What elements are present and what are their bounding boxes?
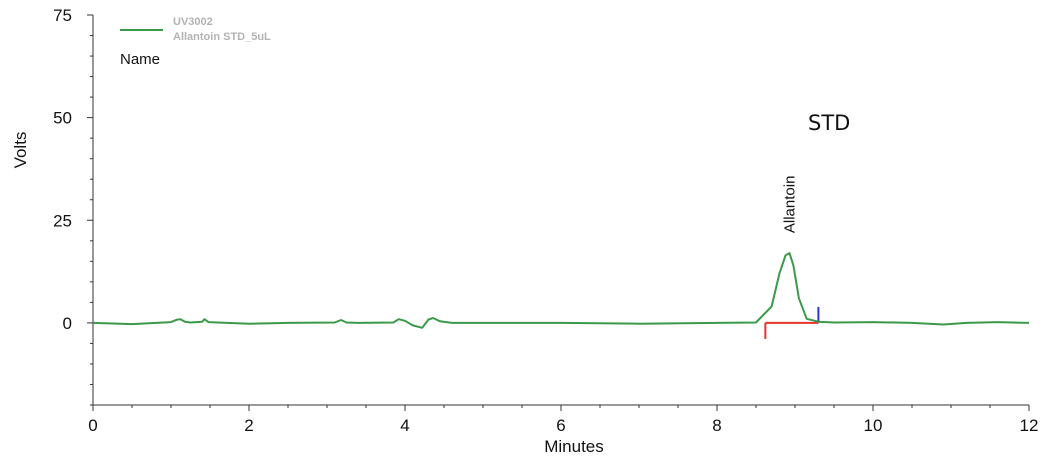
y-tick-label: 25 [53, 211, 72, 230]
y-tick-label: 0 [63, 314, 72, 333]
x-axis-ticks: 0 2 4 6 8 10 12 [88, 405, 1038, 435]
legend-entry: Allantoin STD_5uL [173, 31, 271, 43]
x-tick-label: 2 [244, 416, 253, 435]
x-tick-label: 6 [556, 416, 565, 435]
x-axis-title: Minutes [544, 437, 604, 456]
x-tick-label: 12 [1020, 416, 1039, 435]
x-tick-label: 10 [864, 416, 883, 435]
legend: UV3002 Allantoin STD_5uL Name [120, 16, 271, 68]
y-tick-label: 75 [53, 6, 72, 25]
legend-entry: UV3002 [173, 16, 213, 28]
x-tick-label: 0 [88, 416, 97, 435]
y-axis-ticks: 0 25 50 75 [53, 6, 93, 406]
legend-name-label: Name [120, 51, 160, 68]
series-line [92, 252, 1030, 329]
x-tick-label: 4 [400, 416, 409, 435]
x-tick-label: 8 [712, 416, 721, 435]
peak-integration-markers [764, 306, 820, 339]
axes [92, 15, 1029, 406]
y-tick-label: 50 [53, 109, 72, 128]
y-axis-title: Volts [11, 132, 30, 169]
peak-label: Allantoin [782, 176, 799, 234]
std-annotation: STD [808, 111, 850, 135]
